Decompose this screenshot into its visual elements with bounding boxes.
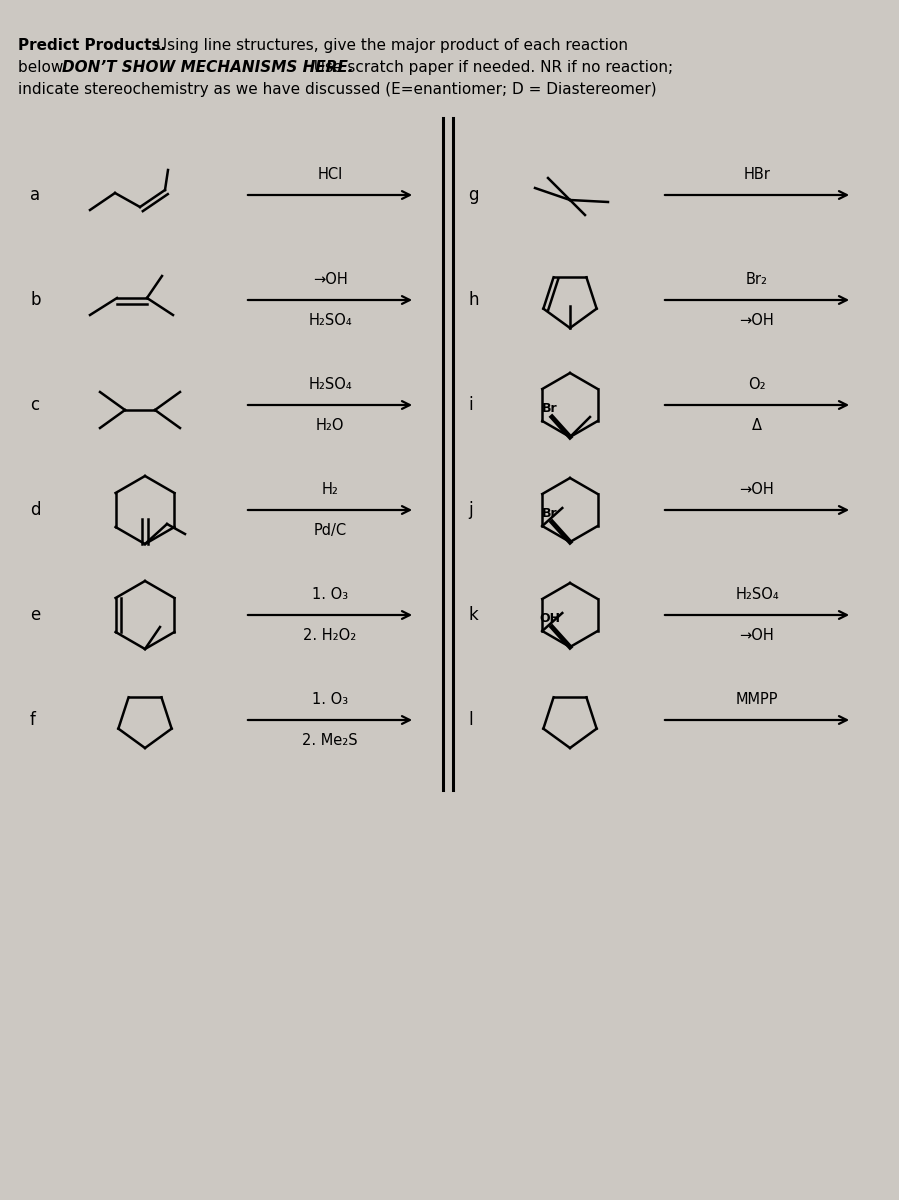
Text: below.: below. bbox=[18, 60, 76, 74]
Text: HBr: HBr bbox=[743, 167, 770, 182]
Text: k: k bbox=[468, 606, 477, 624]
Text: DON’T SHOW MECHANISMS HERE.: DON’T SHOW MECHANISMS HERE. bbox=[62, 60, 353, 74]
Text: l: l bbox=[468, 710, 473, 728]
Text: H₂SO₄: H₂SO₄ bbox=[308, 377, 352, 392]
Text: g: g bbox=[468, 186, 478, 204]
Text: Pd/C: Pd/C bbox=[314, 523, 346, 538]
Text: OH: OH bbox=[539, 612, 560, 625]
Text: Br: Br bbox=[542, 402, 557, 415]
Text: H₂O: H₂O bbox=[316, 418, 344, 433]
Text: →OH: →OH bbox=[740, 628, 774, 643]
Text: e: e bbox=[30, 606, 40, 624]
Text: Br₂: Br₂ bbox=[746, 272, 768, 287]
Text: Using line structures, give the major product of each reaction: Using line structures, give the major pr… bbox=[151, 38, 628, 53]
Text: b: b bbox=[30, 290, 40, 308]
Text: Br: Br bbox=[542, 506, 557, 520]
Text: O₂: O₂ bbox=[748, 377, 766, 392]
Text: d: d bbox=[30, 502, 40, 518]
Text: H₂: H₂ bbox=[322, 482, 338, 497]
Text: i: i bbox=[468, 396, 473, 414]
Text: 1. O₃: 1. O₃ bbox=[312, 587, 348, 602]
Text: HCI: HCI bbox=[317, 167, 343, 182]
Text: 2. H₂O₂: 2. H₂O₂ bbox=[303, 628, 357, 643]
Text: f: f bbox=[30, 710, 36, 728]
Text: →OH: →OH bbox=[740, 313, 774, 328]
Text: h: h bbox=[468, 290, 478, 308]
Text: →OH: →OH bbox=[740, 482, 774, 497]
Text: 2. Me₂S: 2. Me₂S bbox=[302, 733, 358, 748]
Text: Use scratch paper if needed. NR if no reaction;: Use scratch paper if needed. NR if no re… bbox=[304, 60, 673, 74]
Text: 1. O₃: 1. O₃ bbox=[312, 692, 348, 707]
Text: a: a bbox=[30, 186, 40, 204]
Text: H₂SO₄: H₂SO₄ bbox=[308, 313, 352, 328]
Text: Δ: Δ bbox=[752, 418, 762, 433]
Text: →OH: →OH bbox=[313, 272, 347, 287]
Text: j: j bbox=[468, 502, 473, 518]
Text: H₂SO₄: H₂SO₄ bbox=[735, 587, 779, 602]
Text: indicate stereochemistry as we have discussed (E=enantiomer; D = Diastereomer): indicate stereochemistry as we have disc… bbox=[18, 82, 656, 97]
Text: MMPP: MMPP bbox=[735, 692, 779, 707]
Text: c: c bbox=[30, 396, 40, 414]
Text: Predict Products.: Predict Products. bbox=[18, 38, 166, 53]
